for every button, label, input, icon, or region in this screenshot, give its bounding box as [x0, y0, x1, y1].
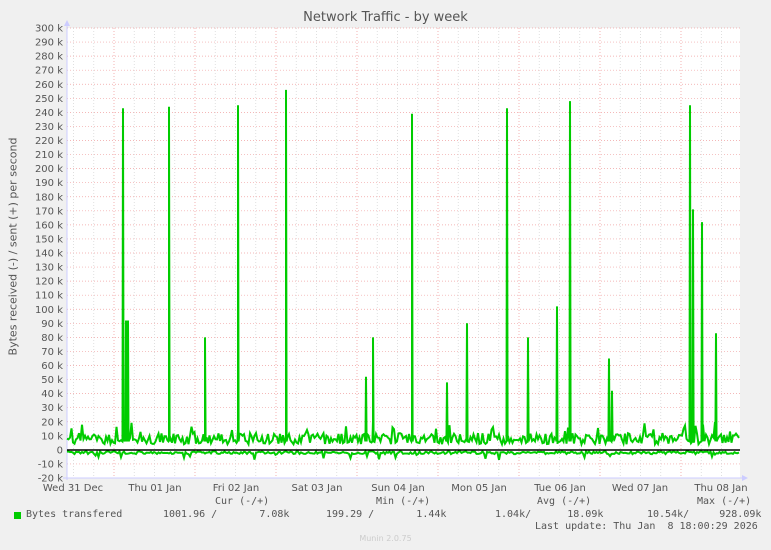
- y-tick-label: 90 k: [41, 319, 63, 330]
- y-tick-label: 140 k: [35, 249, 63, 260]
- legend-header-max: Max (-/+): [697, 496, 752, 507]
- x-tick-label: Wed 07 Jan: [612, 483, 668, 494]
- x-tick-label: Fri 02 Jan: [213, 483, 259, 494]
- legend-color-swatch: [14, 512, 21, 519]
- y-tick-label: 100 k: [35, 305, 63, 316]
- legend-avg-value: 1.04k/ 18.09k: [495, 509, 604, 520]
- x-tick-label: Sun 04 Jan: [371, 483, 425, 494]
- y-tick-label: 80 k: [41, 333, 63, 344]
- chart-plot-area: 300 k 290 k 280 k 270 k 260 k 250 k 240 k 230 k…: [35, 20, 748, 494]
- y-tick-label: 260 k: [35, 80, 63, 91]
- legend-min-value: 199.29 / 1.44k: [326, 509, 447, 520]
- y-tick-label: 150 k: [35, 234, 63, 245]
- legend-header-min: Min (-/+): [376, 496, 431, 507]
- y-tick-label: 70 k: [41, 347, 63, 358]
- y-tick-label: 10 k: [41, 431, 63, 442]
- y-tick-label: -10 k: [38, 459, 64, 470]
- y-tick-label: 220 k: [35, 136, 63, 147]
- legend-max-value: 10.54k/ 928.09k: [647, 509, 762, 520]
- y-axis-ticks: 300 k 290 k 280 k 270 k 260 k 250 k 240 k 230 k…: [35, 24, 63, 485]
- y-tick-label: -20 k: [38, 474, 64, 485]
- y-tick-label: 180 k: [35, 192, 63, 203]
- y-tick-label: 200 k: [35, 164, 63, 175]
- y-tick-label: 20 k: [41, 417, 63, 428]
- y-tick-label: 290 k: [35, 38, 63, 49]
- y-tick-label: 210 k: [35, 150, 63, 161]
- y-axis-arrow-icon: [64, 20, 70, 26]
- legend-series-name: Bytes transfered: [26, 509, 123, 520]
- x-axis-ticks: Wed 31 Dec Thu 01 Jan Fri 02 Jan Sat 03 Jan…: [43, 483, 748, 494]
- y-tick-label: 280 k: [35, 52, 63, 63]
- chart-title: Network Traffic - by week: [303, 10, 468, 25]
- last-update: Last update: Thu Jan 8 18:00:29 2026: [535, 521, 758, 532]
- y-tick-label: 120 k: [35, 277, 63, 288]
- y-tick-label: 240 k: [35, 108, 63, 119]
- y-tick-label: 270 k: [35, 66, 63, 77]
- x-tick-label: Thu 01 Jan: [127, 483, 181, 494]
- y-tick-label: 160 k: [35, 220, 63, 231]
- legend-cur-value: 1001.96 / 7.08k: [163, 509, 290, 520]
- sent-series-line: [66, 89, 740, 448]
- y-tick-label: 40 k: [41, 389, 63, 400]
- y-tick-label: 250 k: [35, 94, 63, 105]
- y-tick-label: 0: [57, 445, 63, 456]
- y-tick-label: 110 k: [35, 291, 63, 302]
- grid-lines: [67, 27, 740, 479]
- y-tick-label: 300 k: [35, 24, 63, 35]
- x-tick-label: Sat 03 Jan: [292, 483, 343, 494]
- y-tick-label: 230 k: [35, 122, 63, 133]
- y-tick-label: 130 k: [35, 263, 63, 274]
- munin-version: Munin 2.0.75: [359, 534, 412, 543]
- x-tick-label: Tue 06 Jan: [533, 483, 586, 494]
- x-tick-label: Thu 08 Jan: [693, 483, 747, 494]
- y-tick-label: 190 k: [35, 178, 63, 189]
- x-tick-label: Mon 05 Jan: [451, 483, 507, 494]
- y-tick-label: 50 k: [41, 375, 63, 386]
- received-series-line: [66, 449, 740, 462]
- y-tick-label: 170 k: [35, 206, 63, 217]
- y-tick-label: 60 k: [41, 361, 63, 372]
- legend-header-cur: Cur (-/+): [215, 496, 270, 507]
- y-tick-label: 30 k: [41, 403, 63, 414]
- x-axis-arrow-icon: [742, 475, 748, 481]
- x-tick-label: Wed 31 Dec: [43, 483, 103, 494]
- legend-header-avg: Avg (-/+): [537, 496, 592, 507]
